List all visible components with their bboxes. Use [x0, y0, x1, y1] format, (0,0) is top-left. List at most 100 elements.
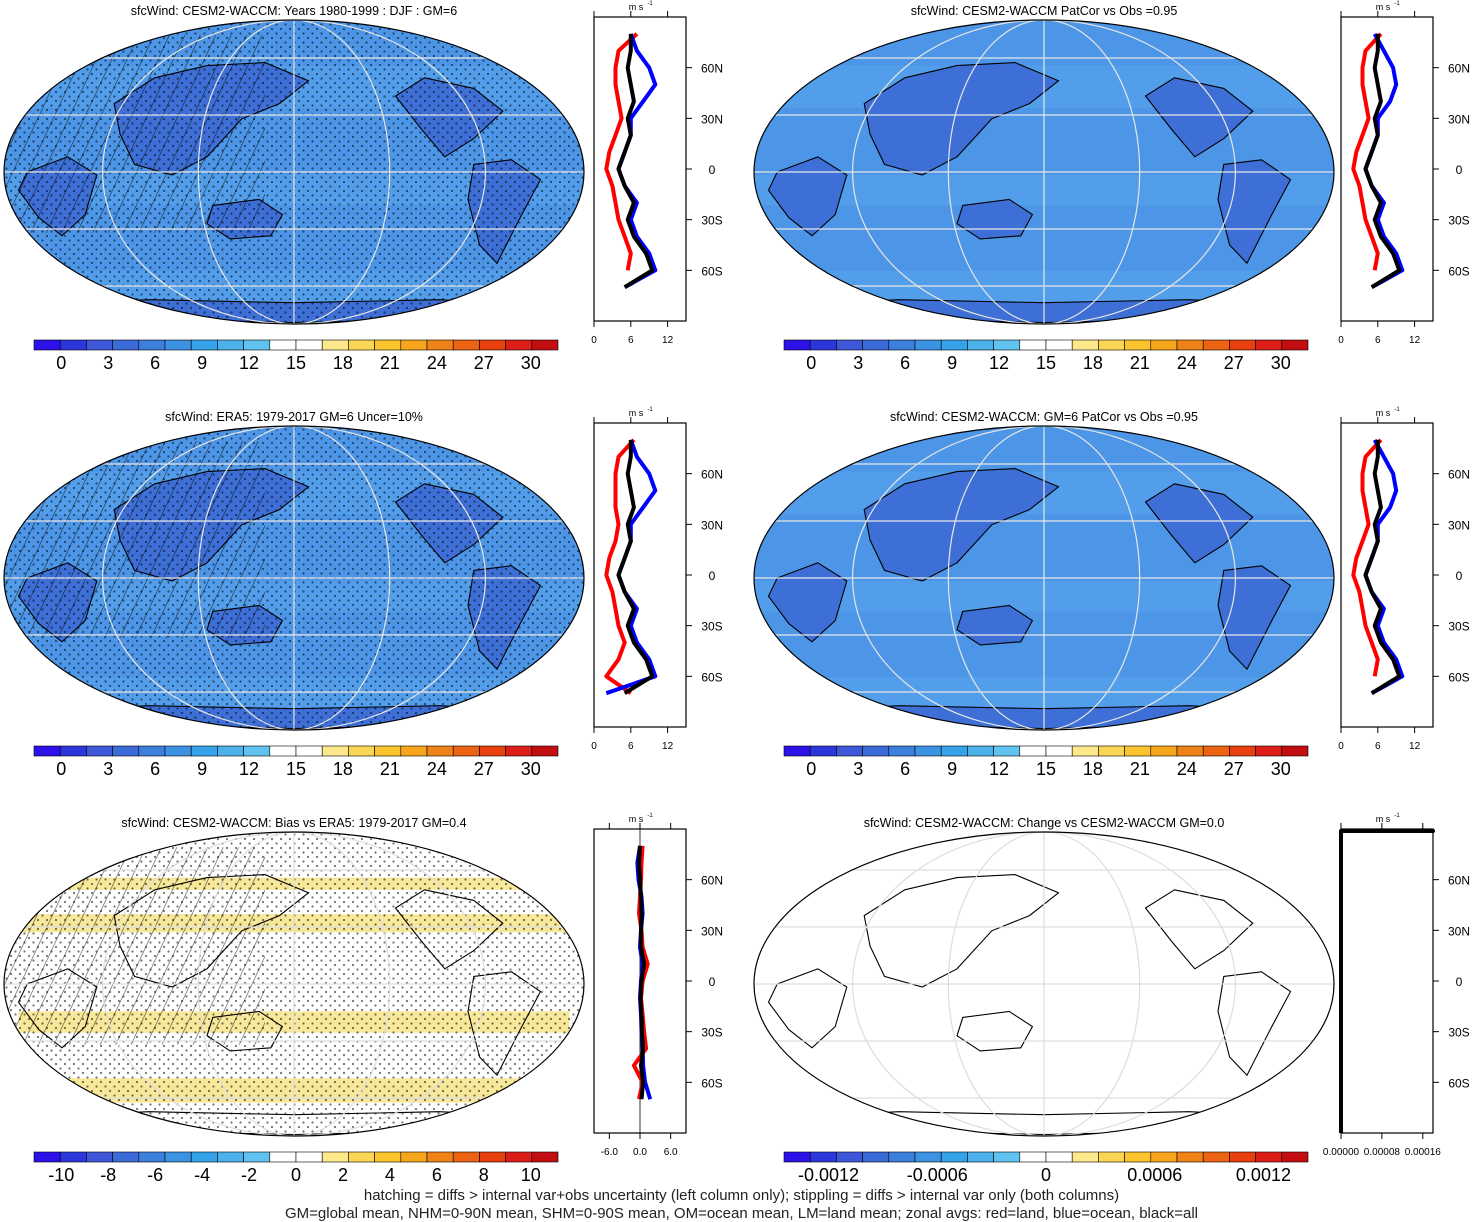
colorbar-swatch [164, 745, 192, 757]
colorbar-label: 3 [103, 759, 113, 779]
x-tick-label: 0.00016 [1405, 1147, 1442, 1158]
colorbar-swatch [505, 1151, 533, 1163]
colorbar-swatch [112, 745, 140, 757]
colorbar-swatch [940, 1151, 968, 1163]
colorbar-label: 27 [474, 353, 494, 373]
map-border [753, 19, 1335, 325]
panel-bias: sfcWind: CESM2-WACCM: Bias vs ERA5: 1979… [3, 813, 723, 1185]
colorbar-swatch [914, 1151, 942, 1163]
colorbar-swatch [1098, 745, 1125, 757]
x-tick-label: 12 [662, 741, 674, 752]
coastline [1260, 452, 1321, 485]
colorbar-swatch [33, 1151, 61, 1163]
colorbar-swatch [783, 745, 811, 757]
colorbar-swatch [1019, 339, 1047, 351]
colorbar-swatch [138, 745, 166, 757]
lat-label: 0 [709, 975, 716, 989]
x-tick-label: 12 [1409, 741, 1421, 752]
colorbar-swatch [1150, 339, 1178, 351]
x-tick-label: 0.00008 [1364, 1147, 1401, 1158]
colorbar-label: 18 [1083, 759, 1103, 779]
panel-title: sfcWind: ERA5: 1979-2017 GM=6 Uncer=10% [165, 410, 423, 424]
colorbar-label: 10 [521, 1165, 541, 1185]
unit-exponent: -1 [1394, 813, 1400, 819]
colorbar-label: 9 [197, 759, 207, 779]
zonal-mean-plot: 60N 30N 0 30S 60S 0 6 12 m s -1 [591, 407, 723, 752]
coastline [1144, 889, 1254, 970]
colorbar-label: 18 [333, 353, 353, 373]
lat-label: 60S [1448, 670, 1469, 684]
colorbar-swatch [993, 1151, 1021, 1163]
colorbar-label: 21 [1130, 759, 1150, 779]
meridian-line [197, 426, 391, 730]
colorbar-label: -2 [241, 1165, 257, 1185]
colorbar-swatch [269, 745, 297, 757]
colorbar-swatch [190, 1151, 218, 1163]
colorbar-label: 24 [1177, 759, 1197, 779]
map-model-djf [4, 20, 584, 324]
colorbar-swatch [1019, 745, 1047, 757]
meridian-line [947, 20, 1141, 324]
colorbar-swatch [374, 1151, 402, 1163]
colorbar-swatch [190, 339, 218, 351]
lat-label: 60N [1448, 468, 1470, 482]
colorbar-label: -0.0012 [798, 1165, 859, 1185]
lat-label: 30S [701, 620, 722, 634]
colorbar-swatch [59, 339, 87, 351]
lat-label: 30S [701, 1026, 722, 1040]
colorbar-swatch [1255, 1151, 1283, 1163]
colorbar-swatch [452, 339, 480, 351]
map-obs-era5 [4, 426, 584, 730]
colorbar-label: 30 [1271, 759, 1291, 779]
colorbar-swatch [1229, 339, 1256, 351]
colorbar-label: 6 [432, 1165, 442, 1185]
colorbar-swatch [1281, 745, 1309, 757]
zonal-series-land [604, 32, 639, 271]
x-tick-label: -6.0 [601, 1147, 619, 1158]
unit-exponent: -1 [647, 407, 653, 413]
unit-label: m s [1376, 408, 1391, 418]
colorbar-swatch [531, 1151, 559, 1163]
colorbar-swatch [1019, 1151, 1047, 1163]
zonal-mean-plot: 60N 30N 0 30S 60S 0 6 12 m s -1 [1338, 1, 1470, 346]
panel-model-gm-patcor: sfcWind: CESM2-WACCM: GM=6 PatCor vs Obs… [753, 407, 1470, 779]
lat-label: 60S [701, 264, 722, 278]
colorbar-swatch [426, 1151, 454, 1163]
x-tick-label: 12 [1409, 335, 1421, 346]
coastline [863, 874, 1060, 988]
colorbar-swatch [862, 745, 890, 757]
colorbar-label: 15 [1036, 353, 1056, 373]
zonal-series-land [1351, 32, 1383, 271]
colorbar-swatch [1176, 339, 1204, 351]
colorbar-label: -6 [147, 1165, 163, 1185]
colorbar-swatch [967, 745, 994, 757]
coastline [1144, 77, 1254, 158]
lat-label: 30S [1448, 620, 1469, 634]
lat-label: 60N [701, 874, 723, 888]
zonal-frame [1340, 422, 1434, 728]
meridian-line [197, 20, 391, 324]
colorbar-swatch [809, 1151, 837, 1163]
colorbar-label: 0 [56, 353, 66, 373]
colorbar-label: 9 [197, 353, 207, 373]
colorbar-swatch [452, 1151, 480, 1163]
colorbar-swatch [783, 339, 811, 351]
panel-title: sfcWind: CESM2-WACCM PatCor vs Obs =0.95 [911, 4, 1178, 18]
colorbar-swatch [295, 745, 323, 757]
colorbar-swatch [862, 339, 890, 351]
colorbar-label: 0 [291, 1165, 301, 1185]
panel-title: sfcWind: CESM2-WACCM: Bias vs ERA5: 1979… [121, 816, 466, 830]
zonal-series-all [637, 845, 647, 1100]
x-tick-label: 0.00000 [1323, 1147, 1360, 1158]
coastline [1217, 159, 1292, 265]
map-border [3, 425, 585, 731]
unit-exponent: -1 [647, 1, 653, 7]
lat-label: 30N [1448, 924, 1470, 938]
colorbar-swatch [888, 1151, 916, 1163]
lat-label: 30N [701, 924, 723, 938]
colorbar-swatch [164, 1151, 192, 1163]
colorbar-swatch [531, 339, 559, 351]
map-model-patcor [754, 20, 1334, 324]
colorbar-swatch [531, 745, 559, 757]
colorbar-label: 0 [56, 759, 66, 779]
